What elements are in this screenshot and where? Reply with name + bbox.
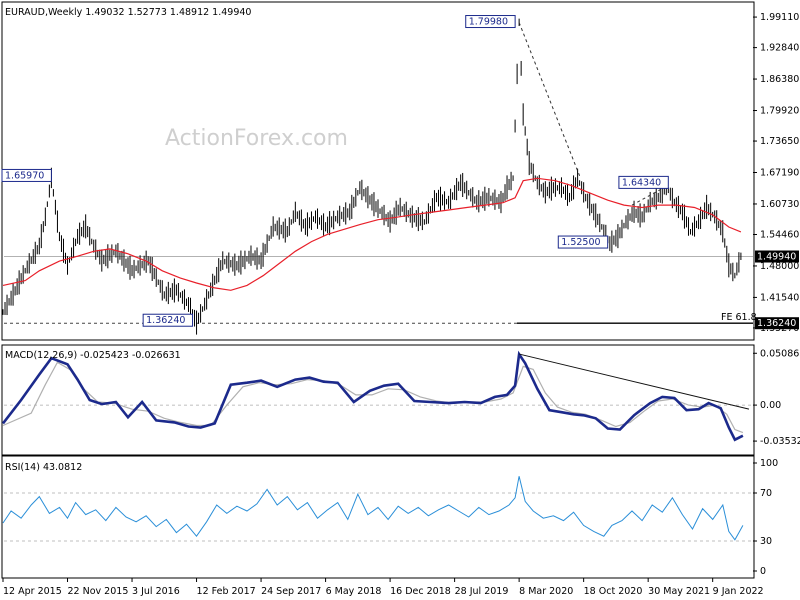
price-tick-6: 1.60730 [760,199,799,210]
rsi-pane: 100 70 30 0 [2,458,778,577]
macd-pane-title: MACD(12,26,9) -0.025423 -0.026631 [5,350,181,361]
price-trend-line-1 [631,185,667,206]
x-tick-label-9: 18 Oct 2020 [584,586,643,597]
price-marker-box-1 [755,250,799,263]
annotation-4-box [618,175,669,189]
macd-tick-2: -0.035322 [760,436,800,447]
x-tick-label-8: 8 Mar 2020 [519,586,573,597]
x-tick-label-3: 12 Feb 2017 [197,586,256,597]
rsi-tick-2: 30 [760,536,772,547]
price-tick-2: 1.86380 [760,74,799,85]
price-pane: 1.99110 1.92840 1.86380 1.79920 1.73650 1.671… [1,12,799,335]
annotation-3: 1.52500 [561,237,600,248]
level-note-0: FE 61.8 [721,312,757,323]
x-tick-label-11: 9 Jan 2022 [713,586,764,597]
annotation-3-box [557,235,609,249]
x-tick-label-6: 16 Dec 2018 [390,586,451,597]
price-marker-label-1: 1.49940 [757,252,796,263]
price-tick-5: 1.67190 [760,168,799,179]
rsi-tick-0: 100 [760,458,778,469]
price-tick-7: 1.54460 [760,229,799,240]
annotation-2: 1.36240 [146,315,185,326]
macd-pane-frame [1,344,755,456]
rsi-tick-1: 70 [760,488,772,499]
macd-line [1,350,744,442]
macd-pane: 0.050863 0.00 -0.035322 [1,348,800,447]
x-tick-label-0: 12 Apr 2015 [3,586,62,597]
price-marker-label-0: 1.36240 [757,318,796,329]
moving-average-line [2,177,742,291]
x-tick-label-10: 30 May 2021 [648,586,710,597]
annotation-1-box [1,168,52,182]
price-tick-1: 1.92840 [760,43,799,54]
price-pane-title: EURAUD,Weekly 1.49032 1.52773 1.48912 1.… [5,7,251,18]
macd-tick-0: 0.050863 [760,348,800,359]
x-tick-label-2: 3 Jul 2016 [132,586,180,597]
price-tick-8: 1.48000 [760,261,799,272]
price-tick-3: 1.79920 [760,106,799,117]
x-axis: 12 Apr 2015 22 Nov 2015 3 Jul 2016 12 Feb 2… [2,578,764,597]
x-tick-label-5: 6 May 2018 [326,586,382,597]
annotation-0: 1.79980 [469,17,508,28]
annotation-0-box [465,15,516,29]
annotation-1: 1.65970 [5,170,44,181]
x-tick-label-1: 22 Nov 2015 [68,586,129,597]
rsi-line [2,476,744,541]
watermark: ActionForex.com [165,126,348,151]
price-tick-0: 1.99110 [760,12,799,23]
annotation-2-box [142,313,194,327]
annotation-4: 1.64340 [622,177,661,188]
rsi-tick-3: 0 [760,566,766,577]
rsi-pane-frame [1,455,755,579]
x-tick-label-7: 28 Jul 2019 [455,586,509,597]
price-marker-box-0 [755,317,799,330]
macd-trend-line-0 [519,353,750,410]
price-tick-9: 1.41540 [760,292,799,303]
rsi-pane-title: RSI(14) 43.0812 [5,462,82,473]
x-tick-label-4: 24 Sep 2017 [261,586,321,597]
macd-tick-1: 0.00 [760,400,781,411]
price-tick-4: 1.73650 [760,136,799,147]
